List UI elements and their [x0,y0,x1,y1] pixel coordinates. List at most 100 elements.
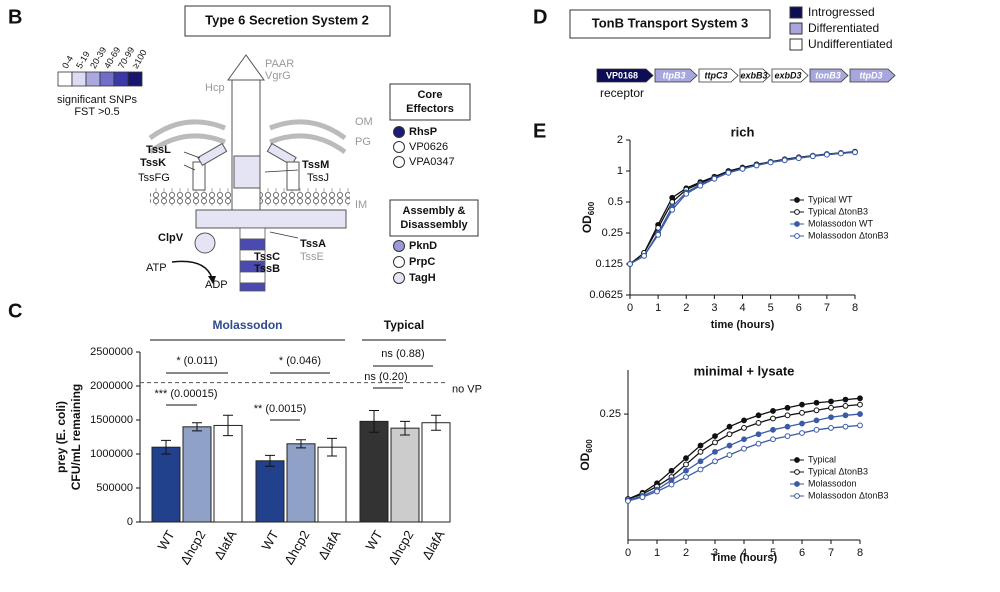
label: TssM [302,159,329,171]
panel-label: C [8,300,22,322]
y-label-main: OD [578,452,592,470]
legend-label: Undifferentiated [808,37,893,51]
gene: ttpD3 [860,70,883,80]
gene: exbD3 [774,70,801,80]
x-tick-label: 2 [683,547,689,559]
bar [390,427,420,523]
significance-label: ns (0.20) [364,371,407,383]
point [741,417,747,424]
y-tick-label: 0.5 [608,196,623,208]
point [828,404,834,411]
point [823,151,830,158]
y-tick-label: 0 [127,516,133,528]
scale-label: 5-19 [74,50,92,71]
x-tick-label: 8 [852,302,858,314]
point [726,452,733,458]
label: TssL [146,144,171,156]
label: TssE [300,251,324,263]
point [639,494,646,501]
sheath [239,227,266,292]
x-tick-label: 3 [712,547,718,559]
y-label-sub: 600 [585,439,594,453]
error-bar [327,437,337,457]
y-tick-label: 500000 [96,482,133,494]
label: ClpV [158,232,184,244]
legend-marker [794,469,800,475]
bar [421,422,451,523]
point [668,481,675,488]
x-tick-label: ΔlafA [315,527,344,562]
label: IM [355,199,367,211]
point [741,425,747,431]
significance-label: * (0.011) [176,355,217,367]
legend-label: Differentiated [808,21,879,35]
point [683,461,689,468]
legend-swatch [789,22,803,35]
panel-d: TonB Transport System 3 Introgressed Dif… [569,5,896,100]
bar [286,443,316,523]
x-tick-label: WT [154,528,177,553]
point [669,199,676,205]
x-tick-label: 5 [770,547,776,559]
point [712,448,718,455]
point [725,169,732,176]
point [711,175,718,182]
point [784,412,791,419]
point [784,433,791,440]
point [739,165,746,172]
y-tick-label: 0.25 [600,408,621,420]
y-tick-label: 2 [617,134,623,146]
legend-label: Typical ΔtonB3 [808,466,868,476]
point [799,409,805,416]
error-bar [400,420,410,436]
assembly: TagH [409,272,436,284]
legend-marker [794,457,800,463]
point [655,231,662,238]
chart-title: minimal + lysate [694,363,795,378]
error-bar [223,414,233,437]
y-label-sub: 600 [587,201,596,215]
chart-title: rich [731,124,755,139]
point [784,423,791,430]
significance-label: *** (0.00015) [155,388,218,400]
point [852,149,858,156]
x-tick-label: 1 [655,302,661,314]
error-bar [265,454,275,467]
point [683,190,690,197]
label: TssFG [138,172,170,184]
legend-dot [393,156,405,168]
point [770,415,776,422]
point [683,474,689,480]
y-tick-label: 2500000 [90,346,133,358]
bar [255,460,285,523]
point [625,498,631,504]
point [697,442,704,449]
scale-caption: FST >0.5 [74,106,119,118]
assembly: PrpC [409,256,435,268]
x-tick-label: Δhcp2 [385,528,416,567]
error-bar [192,422,202,432]
point [842,396,849,403]
tssj [266,142,297,167]
label: TssB [254,263,280,275]
x-tick-label: 8 [857,547,863,559]
legend-dot [393,126,405,138]
legend-dot [393,272,405,284]
point [669,206,676,213]
x-tick-label: 3 [711,302,717,314]
label: PAAR [265,58,294,70]
title-box [184,5,391,37]
point [668,467,675,474]
panel-label: D [533,6,547,28]
y-label: prey (E. coli) [54,401,68,473]
outer-membrane [148,119,347,141]
point [857,395,863,402]
legend-dot [393,141,405,153]
clpv [194,232,216,254]
effector-box [389,83,471,121]
effector: VPA0347 [409,156,455,168]
reference-label: no VP [452,384,482,396]
x-tick-label: 4 [739,302,745,314]
effector: VP0626 [409,141,448,153]
label: TssA [300,238,326,250]
